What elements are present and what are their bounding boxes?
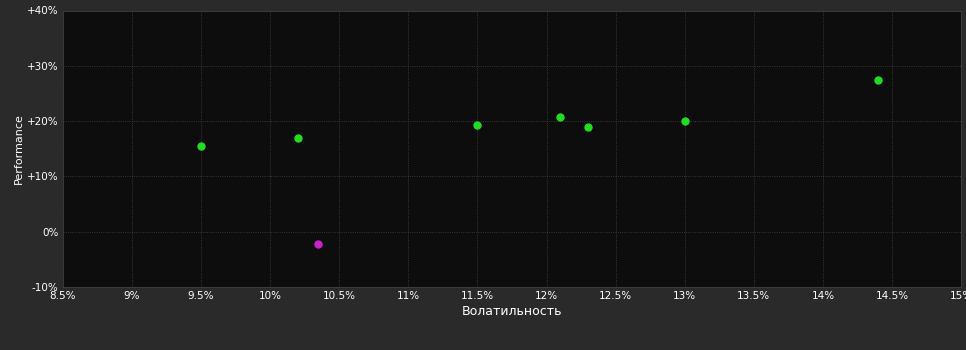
X-axis label: Волатильность: Волатильность	[462, 305, 562, 318]
Point	[677, 118, 693, 124]
Point	[290, 135, 305, 140]
Point	[311, 241, 327, 247]
Point	[553, 114, 568, 119]
Point	[469, 122, 485, 128]
Point	[870, 77, 886, 83]
Point	[193, 143, 209, 149]
Y-axis label: Performance: Performance	[14, 113, 24, 184]
Point	[581, 124, 596, 130]
